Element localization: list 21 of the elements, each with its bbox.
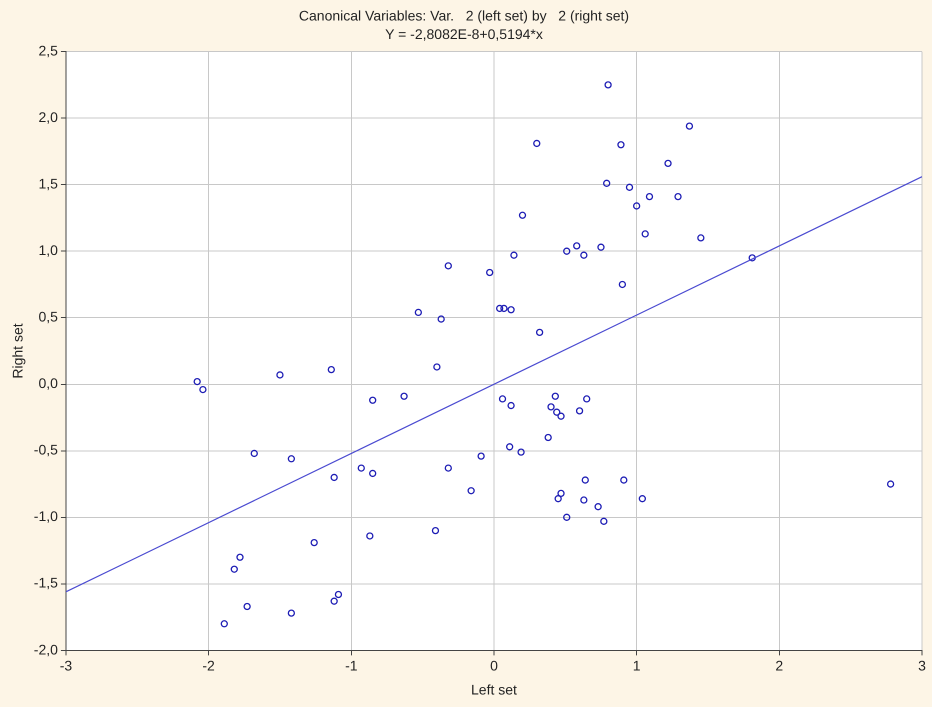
y-tick-label: 2,0	[38, 108, 58, 125]
x-tick-label: -1	[345, 658, 358, 674]
x-tick-label: 0	[490, 658, 498, 674]
x-tick-label: -2	[202, 658, 216, 674]
y-tick-label: -1,5	[34, 574, 58, 591]
x-tick-label: -3	[60, 658, 72, 674]
y-tick-label: 0,5	[38, 308, 58, 325]
y-tick-label: 0,0	[38, 375, 58, 392]
x-tick-label: 2	[775, 658, 784, 674]
y-tick-label: 1,0	[38, 242, 58, 258]
y-tick-label: -1,0	[34, 508, 58, 524]
y-axis-title: Right set	[9, 323, 26, 379]
x-tick-label: 3	[918, 658, 926, 674]
x-tick-label: 1	[632, 658, 641, 674]
y-tick-label: -0,5	[34, 442, 58, 458]
y-tick-label: 2,5	[38, 42, 58, 58]
chart-subtitle: Y = -2,8082E-8+0,5194*x	[385, 26, 543, 42]
chart-title: Canonical Variables: Var. 2 (left set) by 2 (right set)	[298, 7, 630, 24]
x-axis-title: Left set	[471, 681, 518, 698]
y-tick-label: -2,0	[34, 641, 58, 658]
y-tick-label: 1,5	[38, 176, 58, 192]
